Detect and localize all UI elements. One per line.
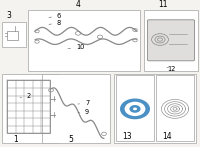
Text: 3: 3 xyxy=(7,11,11,20)
Bar xyxy=(2,22,26,47)
Bar xyxy=(114,74,196,143)
Text: 4: 4 xyxy=(76,0,80,9)
Bar xyxy=(156,75,194,141)
Text: 10: 10 xyxy=(68,44,84,50)
Text: 11: 11 xyxy=(158,0,168,9)
Bar xyxy=(144,10,198,71)
Bar xyxy=(7,81,50,133)
Text: 14: 14 xyxy=(162,132,172,141)
Bar xyxy=(28,10,140,71)
Text: 2: 2 xyxy=(20,93,31,99)
Circle shape xyxy=(125,102,145,116)
Text: 12: 12 xyxy=(167,66,175,72)
Text: 6: 6 xyxy=(49,13,61,19)
Bar xyxy=(116,75,154,141)
Text: 7: 7 xyxy=(78,100,89,106)
FancyBboxPatch shape xyxy=(147,20,195,61)
Text: 5: 5 xyxy=(69,135,73,143)
Circle shape xyxy=(120,98,150,119)
Circle shape xyxy=(129,105,141,113)
Text: 8: 8 xyxy=(49,20,61,26)
Circle shape xyxy=(133,107,137,110)
Text: 1: 1 xyxy=(14,135,18,143)
Bar xyxy=(2,74,58,143)
Text: 9: 9 xyxy=(78,109,89,115)
Text: 13: 13 xyxy=(122,132,132,141)
Bar xyxy=(7,31,18,40)
Bar xyxy=(42,74,110,143)
